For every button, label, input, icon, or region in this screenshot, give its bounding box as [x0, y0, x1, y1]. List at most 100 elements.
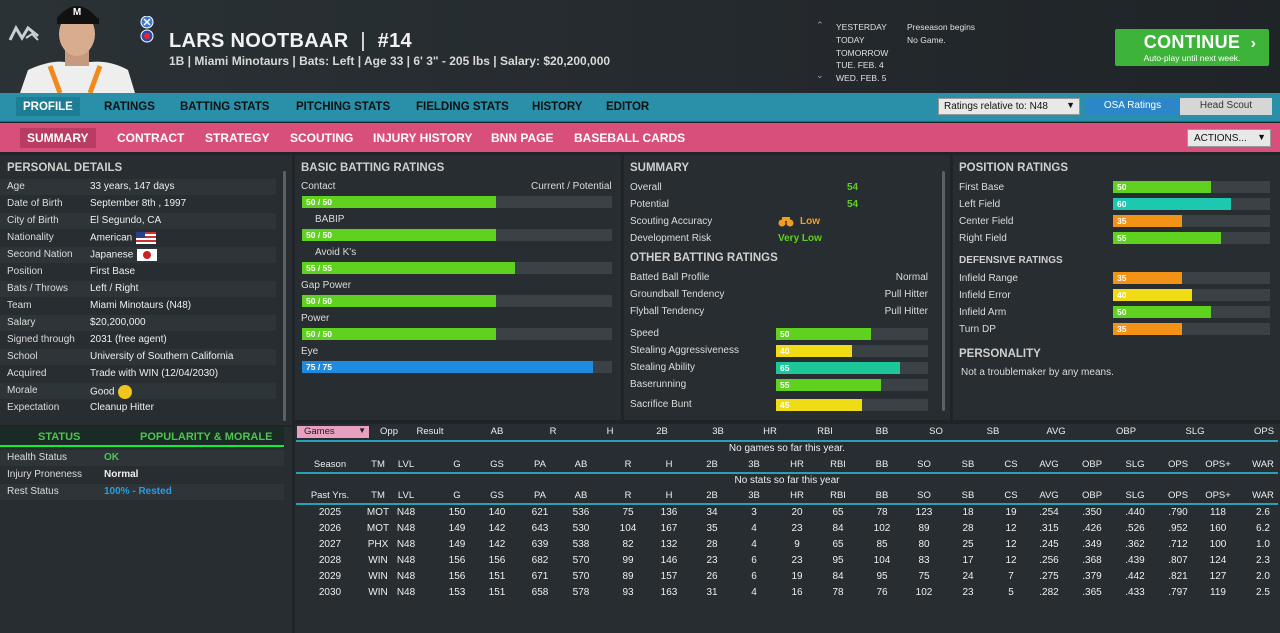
past-col-bb: BB	[875, 490, 889, 501]
past-stat-cell: .526	[1125, 523, 1145, 534]
ratings-relative-select[interactable]: Ratings relative to: N48 ▼	[938, 98, 1080, 115]
development-risk-label: Development Risk	[630, 233, 712, 244]
detail-value-text: University of Southern California	[90, 351, 234, 362]
detail-label[interactable]: Second Nation	[7, 249, 73, 260]
past-col-obp: OBP	[1081, 490, 1103, 501]
day-yesterday[interactable]: YESTERDAY	[836, 22, 887, 32]
past-stat-cell: WIN	[368, 587, 388, 598]
tab-status[interactable]: STATUS	[38, 431, 81, 443]
detail-label[interactable]: Date of Birth	[7, 198, 63, 209]
head-scout-toggle[interactable]: Head Scout	[1180, 98, 1272, 115]
detail-label[interactable]: Age	[7, 181, 25, 192]
continue-button[interactable]: CONTINUE Auto-play until next week. ›	[1115, 29, 1269, 66]
subtab-injury-history[interactable]: INJURY HISTORY	[373, 131, 473, 145]
chevron-down-icon: ▼	[1257, 132, 1266, 142]
chevron-down-icon[interactable]: ⌄	[816, 70, 824, 80]
detail-label[interactable]: Team	[7, 300, 32, 311]
detail-label[interactable]: Expectation	[7, 402, 60, 413]
tab-ratings[interactable]: RATINGS	[104, 101, 155, 113]
tab-popularity-morale[interactable]: POPULARITY & MORALE	[140, 431, 273, 443]
past-stat-cell: 12	[1005, 539, 1017, 550]
subtab-bnn-page[interactable]: BNN PAGE	[491, 131, 554, 145]
run-bar-stealing-aggressiveness-value: 40	[780, 346, 790, 356]
day-today[interactable]: TODAY	[836, 34, 865, 45]
detail-label[interactable]: Morale	[7, 385, 38, 396]
past-stat-cell: 2027	[318, 539, 342, 550]
games-col-slg: SLG	[1185, 426, 1205, 437]
detail-label[interactable]: Salary	[7, 317, 36, 328]
defensive-label-turn-dp: Turn DP	[959, 324, 996, 335]
other-value-batted-ball-profile: Normal	[895, 272, 928, 283]
detail-label[interactable]: Signed through	[7, 334, 75, 345]
subtab-summary[interactable]: SUMMARY	[20, 128, 96, 148]
status-label: Injury Proneness	[7, 469, 83, 480]
detail-label[interactable]: Bats / Throws	[7, 283, 68, 294]
run-label-sacrifice-bunt: Sacrifice Bunt	[630, 399, 692, 410]
defensive-label-infield-arm: Infield Arm	[959, 307, 1007, 318]
osa-ratings-toggle[interactable]: OSA Ratings	[1085, 98, 1180, 115]
detail-label[interactable]: Acquired	[7, 368, 47, 379]
past-stat-cell: .797	[1168, 587, 1188, 598]
past-stat-cell: 23	[791, 523, 803, 534]
past-stat-cell: 20	[791, 507, 803, 518]
actions-dropdown[interactable]: ACTIONS... ▼	[1187, 129, 1271, 147]
personal-details-title: PERSONAL DETAILS	[7, 162, 123, 174]
detail-label[interactable]: Position	[7, 266, 43, 277]
defensive-bar-infield-arm-fill	[1113, 306, 1212, 318]
personal-scrollbar[interactable]	[283, 171, 286, 421]
games-col-result: Result	[416, 426, 444, 437]
rating-bar-eye-fill	[302, 361, 593, 373]
tab-profile[interactable]: PROFILE	[16, 97, 80, 116]
title-divider: |	[360, 30, 366, 52]
app-logo-icon[interactable]	[8, 24, 40, 44]
subtab-scouting[interactable]: SCOUTING	[290, 131, 354, 145]
detail-value-text: 33 years, 147 days	[90, 181, 175, 192]
defensive-bar-infield-error-value: 40	[1117, 290, 1127, 300]
chevron-up-icon[interactable]: ⌃	[816, 20, 824, 30]
games-filter-select[interactable]: Games ▼	[297, 426, 369, 438]
rating-label-babip: BABIP	[315, 214, 345, 225]
past-stat-cell: 578	[572, 587, 590, 598]
tab-history[interactable]: HISTORY	[532, 101, 583, 113]
past-col-r: R	[624, 490, 632, 501]
season-col-ops: OPS+	[1205, 459, 1231, 470]
season-empty-message: No stats so far this year	[734, 475, 840, 486]
past-col-g: G	[453, 490, 461, 501]
past-stat-cell: 28	[706, 539, 718, 550]
detail-label[interactable]: School	[7, 351, 38, 362]
tab-editor[interactable]: EDITOR	[606, 101, 650, 113]
defensive-label-infield-range: Infield Range	[959, 273, 1018, 284]
past-stat-cell: 99	[622, 555, 634, 566]
past-stat-cell: 140	[488, 507, 506, 518]
batting-ratings-title: BASIC BATTING RATINGS	[301, 162, 445, 174]
past-stat-cell: 18	[962, 507, 974, 518]
other-value-groundball-tendency: Pull Hitter	[884, 289, 928, 300]
past-stat-cell: .254	[1039, 507, 1059, 518]
detail-value: El Segundo, CA	[90, 215, 161, 226]
day-wed[interactable]: WED. FEB. 5	[836, 73, 887, 84]
flag-sun	[143, 251, 152, 259]
player-name: LARS NOOTBAAR	[169, 30, 349, 52]
other-label-groundball-tendency: Groundball Tendency	[630, 289, 725, 300]
tab-pitching-stats[interactable]: PITCHING STATS	[296, 101, 391, 113]
continue-label: CONTINUE	[1143, 32, 1241, 52]
rating-bar-babip: 50 / 50	[302, 229, 612, 241]
detail-label[interactable]: Nationality	[7, 232, 54, 243]
overall-value: 54	[847, 182, 859, 193]
subtab-baseball-cards[interactable]: BASEBALL CARDS	[574, 131, 686, 145]
summary-scrollbar[interactable]	[942, 171, 945, 411]
day-tomorrow[interactable]: TOMORROW	[836, 47, 889, 58]
detail-label[interactable]: City of Birth	[7, 215, 59, 226]
subtab-strategy[interactable]: STRATEGY	[205, 131, 270, 145]
tab-batting-stats[interactable]: BATTING STATS	[180, 101, 270, 113]
position-label-first-base: First Base	[959, 182, 1005, 193]
season-col-r: R	[624, 459, 632, 470]
detail-row-bats-throws: Bats / Throws Left / Right	[0, 281, 276, 297]
status-value: OK	[104, 452, 119, 463]
subtab-contract[interactable]: CONTRACT	[117, 131, 185, 145]
detail-value-text: Good	[90, 386, 115, 398]
tab-fielding-stats[interactable]: FIELDING STATS	[416, 101, 509, 113]
status-label: Health Status	[7, 452, 68, 463]
day-tue[interactable]: TUE. FEB. 4	[836, 60, 884, 71]
